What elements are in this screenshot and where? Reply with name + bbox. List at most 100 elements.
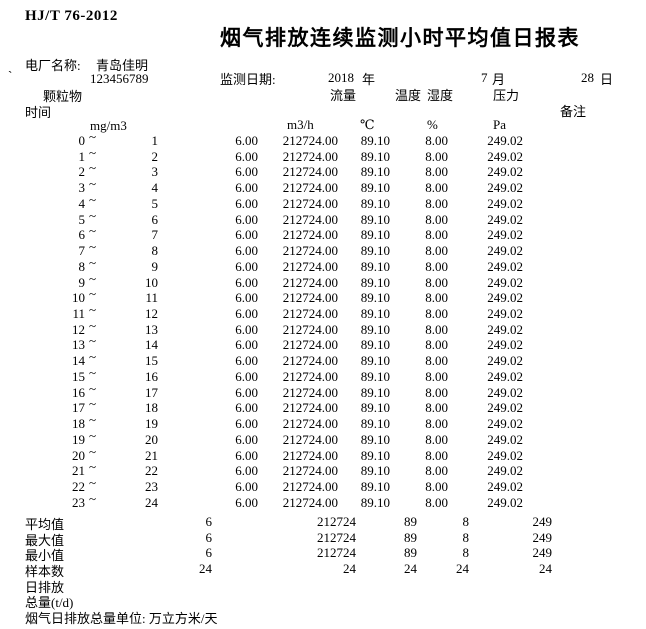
temp-value: 89.10 (360, 148, 390, 164)
flow-value: 212724.00 (282, 148, 338, 164)
table-row: 13 ~ 14 6.00 212724.00 89.10 8.00 249.02 (0, 333, 646, 353)
table-row: 5 ~ 6 6.00 212724.00 89.10 8.00 249.02 (0, 208, 646, 228)
hour-from-value: 6 (78, 227, 86, 243)
tilde-separator: ~ (89, 160, 97, 176)
summary-flow-value: 212724 (317, 529, 356, 545)
pm-value: 6.00 (235, 353, 258, 369)
table-row: 16 ~ 17 6.00 212724.00 89.10 8.00 249.02 (0, 381, 646, 401)
hour-from-value: 9 (78, 274, 86, 290)
flow-value: 212724.00 (282, 321, 338, 337)
pm-value: 6.00 (235, 195, 258, 211)
hour-from-value: 17 (72, 400, 85, 416)
pm-value: 6.00 (235, 431, 258, 447)
pressure-value: 249.02 (487, 447, 523, 463)
pressure-value: 249.02 (487, 353, 523, 369)
hour-to-value: 12 (145, 306, 158, 322)
date-day-unit: 日 (600, 72, 614, 87)
humidity-value: 8.00 (425, 400, 448, 416)
standard-code: HJ/T 76-2012 (25, 8, 118, 24)
humidity-value: 8.00 (425, 227, 448, 243)
pm-value: 6.00 (235, 416, 258, 432)
flow-value: 212724.00 (282, 195, 338, 211)
hour-from-value: 14 (72, 353, 85, 369)
summary-label: 最大值 (25, 532, 65, 548)
summary-flow-value: 212724 (317, 514, 356, 529)
table-row: 8 ~ 9 6.00 212724.00 89.10 8.00 249.02 (0, 255, 646, 275)
pressure-value: 249.02 (487, 400, 523, 416)
hour-from-value: 23 (72, 494, 85, 510)
temp-value: 89.10 (360, 243, 390, 259)
hour-from-value: 4 (78, 195, 86, 211)
humidity-value: 8.00 (425, 431, 448, 447)
col-temp-label: 温度 (395, 88, 422, 103)
tilde-separator: ~ (89, 317, 97, 333)
summary-row: 样本数 24 24 24 24 24 (0, 561, 646, 579)
date-year-unit: 年 (362, 72, 376, 87)
hour-to-value: 14 (145, 337, 158, 353)
pm-value: 6.00 (235, 243, 258, 259)
flow-value: 212724.00 (282, 211, 338, 227)
hour-to-value: 8 (151, 243, 159, 259)
pm-value: 6.00 (235, 211, 258, 227)
flow-value: 212724.00 (282, 133, 338, 148)
humidity-value: 8.00 (425, 463, 448, 479)
monitor-date-label: 监测日期: (220, 72, 276, 87)
hour-from-value: 13 (72, 337, 85, 353)
humidity-value: 8.00 (425, 164, 448, 180)
hour-to-value: 3 (151, 164, 159, 180)
pm-value: 6.00 (235, 463, 258, 479)
summary-pressure-value: 24 (539, 561, 552, 577)
temp-value: 89.10 (360, 227, 390, 243)
table-row: 23 ~ 24 6.00 212724.00 89.10 8.00 249.02 (0, 491, 646, 511)
tilde-separator: ~ (89, 396, 97, 412)
tilde-separator: ~ (89, 223, 97, 239)
humidity-value: 8.00 (425, 180, 448, 196)
summary-pm-value: 6 (205, 514, 213, 529)
tilde-separator: ~ (89, 129, 97, 144)
pm-value: 6.00 (235, 337, 258, 353)
table-row: 3 ~ 4 6.00 212724.00 89.10 8.00 249.02 (0, 176, 646, 196)
temp-value: 89.10 (360, 400, 390, 416)
summary-label: 平均值 (25, 517, 65, 532)
col-remark-label: 备注 (560, 104, 587, 119)
tilde-separator: ~ (89, 490, 97, 506)
flow-value: 212724.00 (282, 258, 338, 274)
flow-value: 212724.00 (282, 368, 338, 384)
col-pm-unit: mg/m3 (90, 118, 127, 133)
col-pressure-label: 压力 (493, 88, 520, 103)
table-row: 22 ~ 23 6.00 212724.00 89.10 8.00 249.02 (0, 475, 646, 495)
summary-pm-value: 24 (199, 561, 212, 577)
unit-note: 烟气日排放总量单位: 万立方米/天 (25, 611, 218, 626)
tilde-separator: ~ (89, 239, 97, 255)
tilde-separator: ~ (89, 254, 97, 270)
temp-value: 89.10 (360, 321, 390, 337)
humidity-value: 8.00 (425, 368, 448, 384)
pm-value: 6.00 (235, 321, 258, 337)
summary-humidity-value: 24 (456, 561, 469, 577)
hour-to-value: 11 (145, 290, 158, 306)
pm-value: 6.00 (235, 400, 258, 416)
pm-value: 6.00 (235, 227, 258, 243)
hour-to-value: 13 (145, 321, 158, 337)
pm-value: 6.00 (235, 384, 258, 400)
summary-pressure-value: 249 (532, 514, 553, 529)
tilde-separator: ~ (89, 286, 97, 302)
table-row: 0 ~ 1 6.00 212724.00 89.10 8.00 249.02 (0, 129, 646, 149)
humidity-value: 8.00 (425, 479, 448, 495)
humidity-value: 8.00 (425, 494, 448, 510)
hour-to-value: 19 (145, 416, 158, 432)
summary-humidity-value: 8 (462, 545, 470, 561)
col-pm-label: 颗粒物 (43, 89, 83, 104)
humidity-value: 8.00 (425, 243, 448, 259)
tilde-separator: ~ (89, 302, 97, 318)
pm-value: 6.00 (235, 164, 258, 180)
pm-value: 6.00 (235, 447, 258, 463)
tilde-separator: ~ (89, 270, 97, 286)
table-row: 15 ~ 16 6.00 212724.00 89.10 8.00 249.02 (0, 365, 646, 385)
plant-name-value: 青岛佳明 (96, 58, 149, 73)
flow-value: 212724.00 (282, 274, 338, 290)
pm-value: 6.00 (235, 494, 258, 510)
table-row: 17 ~ 18 6.00 212724.00 89.10 8.00 249.02 (0, 396, 646, 416)
humidity-value: 8.00 (425, 258, 448, 274)
pm-value: 6.00 (235, 148, 258, 164)
